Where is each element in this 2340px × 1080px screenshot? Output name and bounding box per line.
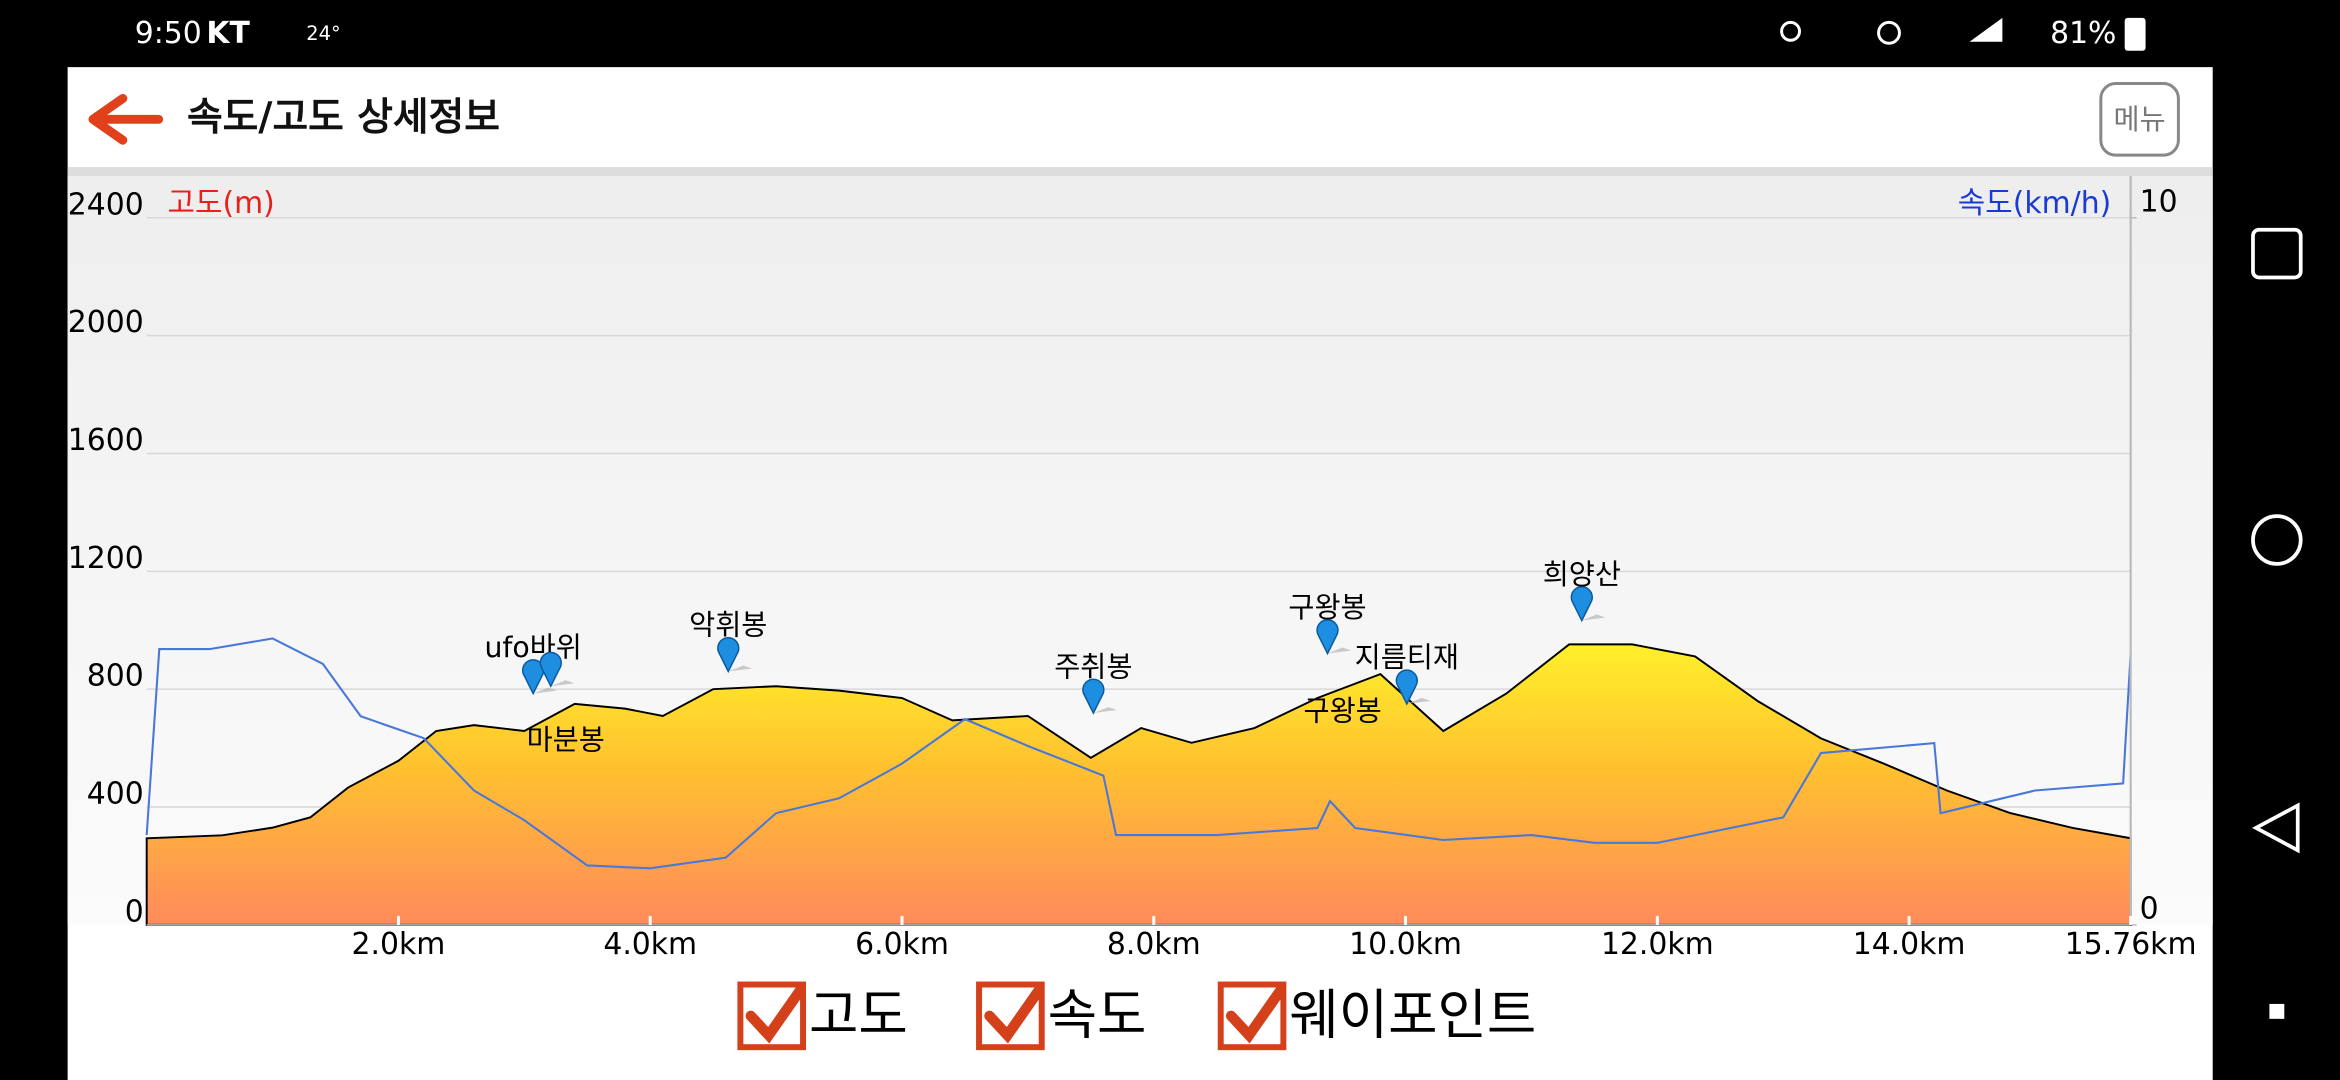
waypoint-label: 악휘봉 bbox=[689, 609, 767, 642]
y-tick-label: 400 bbox=[87, 777, 144, 812]
chart: 0 400 800 1200 1600 2000 2400 0 10 고도(m) 속도(km/h) 2… bbox=[68, 176, 2197, 962]
waypoint-shadow bbox=[1327, 647, 1352, 654]
waypoint-label: 지름티재 bbox=[1355, 641, 1459, 674]
elevation-area bbox=[145, 643, 2132, 926]
waypoint-label: ufo바위 bbox=[484, 631, 581, 664]
y2-tick-label: 10 bbox=[2140, 184, 2178, 219]
menu-label: 메뉴 bbox=[2114, 103, 2166, 136]
checkbox-label: 속도 bbox=[1048, 983, 1147, 1046]
status-bar: 9:50 KT 24° 81% bbox=[135, 16, 2146, 51]
checkmark bbox=[745, 985, 806, 1044]
waypoint-shadow bbox=[1581, 614, 1606, 621]
waypoint-label: 주취봉 bbox=[1054, 650, 1132, 683]
header-shadow bbox=[67, 167, 2213, 177]
y-tick-label: 1200 bbox=[68, 541, 144, 576]
waypoint-pin bbox=[539, 651, 562, 688]
waypoint-pin bbox=[1082, 678, 1105, 715]
waypoint-pin bbox=[1316, 619, 1339, 656]
signal-icon bbox=[1969, 17, 2003, 42]
x-tick-label: 2.0km bbox=[352, 927, 446, 962]
waypoint-shadow bbox=[533, 687, 558, 694]
waypoint-label: 마분봉 bbox=[527, 723, 605, 756]
x-tick-label: 15.76km bbox=[2065, 927, 2197, 962]
waypoint-pin bbox=[1395, 669, 1418, 706]
checkbox-label: 웨이포인트 bbox=[1289, 983, 1536, 1046]
header-title: 속도/고도 상세정보 bbox=[187, 95, 500, 140]
y2-axis-label: 속도(km/h) bbox=[1958, 186, 2111, 221]
menu-button[interactable] bbox=[2099, 82, 2180, 157]
speed-line bbox=[145, 637, 2132, 870]
y-tick-label: 2400 bbox=[68, 187, 144, 222]
annotation: 구왕봉 bbox=[1304, 695, 1382, 728]
waypoint-shadow bbox=[550, 680, 575, 687]
y-axis-label: 고도(m) bbox=[168, 186, 275, 221]
waypoint-label: 희양산 bbox=[1543, 558, 1621, 591]
y-tick-label: 800 bbox=[87, 659, 144, 694]
x-tick-label: 4.0km bbox=[603, 927, 697, 962]
nav-dot bbox=[2269, 1003, 2285, 1019]
recents-button[interactable] bbox=[2251, 227, 2303, 280]
y2-tick-label: 0 bbox=[2140, 891, 2159, 926]
waypoint-shadow bbox=[1093, 707, 1118, 714]
checkmark bbox=[1225, 985, 1286, 1044]
y-tick-label: 1600 bbox=[68, 423, 144, 458]
waypoint-pin bbox=[1570, 586, 1593, 623]
back-nav-button[interactable] bbox=[2252, 802, 2300, 854]
waypoint-pin bbox=[717, 637, 740, 674]
x-tick-label: 10.0km bbox=[1349, 927, 1462, 962]
battery-icon bbox=[2124, 17, 2146, 51]
battery-level: 81% bbox=[2050, 16, 2116, 51]
checkbox-label: 고도 bbox=[809, 983, 908, 1046]
waypoint-shadow bbox=[728, 665, 753, 672]
home-button[interactable] bbox=[2251, 514, 2303, 566]
nav-bar bbox=[2251, 227, 2303, 1019]
x-tick-label: 6.0km bbox=[855, 927, 949, 962]
waypoint-label: 구왕봉 bbox=[1288, 591, 1366, 624]
x-tick-label: 14.0km bbox=[1853, 927, 1966, 962]
checkmark bbox=[984, 985, 1044, 1044]
x-tick-label: 12.0km bbox=[1601, 927, 1714, 962]
x-tick-label: 8.0km bbox=[1107, 927, 1201, 962]
back-button[interactable] bbox=[88, 93, 164, 145]
carrier: KT bbox=[206, 16, 250, 51]
waypoint-shadow bbox=[1406, 697, 1431, 704]
location-icon bbox=[1780, 20, 1801, 42]
alarm-icon bbox=[1877, 20, 1901, 45]
y-tick-label: 0 bbox=[125, 894, 144, 929]
y-tick-label: 2000 bbox=[68, 305, 144, 340]
time: 9:50 bbox=[135, 16, 202, 51]
temperature: 24° bbox=[306, 22, 340, 45]
